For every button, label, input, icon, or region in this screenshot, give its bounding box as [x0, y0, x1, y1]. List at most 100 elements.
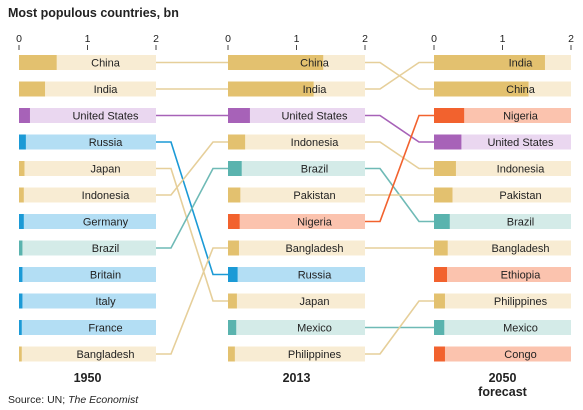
bar-track-russia	[228, 267, 365, 282]
country-label: Congo	[504, 349, 536, 361]
connector-lines	[156, 61, 434, 355]
connector-nigeria-2013-2050	[365, 114, 434, 223]
connector-japan-1950-2013	[156, 167, 228, 302]
country-label: India	[303, 84, 328, 96]
bar-united-states	[434, 134, 462, 150]
bar-philippines	[228, 346, 235, 362]
bar-track-united-states	[19, 108, 156, 123]
bar-track-brazil	[19, 240, 156, 256]
tick-label: 0	[431, 33, 437, 45]
bar-track-nigeria	[228, 214, 365, 229]
bar-bangladesh	[228, 240, 239, 256]
bar-india	[228, 81, 314, 97]
bar-track-pakistan	[434, 187, 571, 203]
country-label: India	[509, 58, 534, 70]
bar-track-philippines	[228, 346, 365, 362]
bar-nigeria	[434, 108, 465, 123]
bar-philippines	[434, 293, 445, 309]
bar-pakistan	[434, 187, 453, 203]
bar-track-india	[19, 81, 156, 97]
bar-nigeria	[228, 214, 240, 229]
country-label: Philippines	[288, 349, 342, 361]
bar-india	[434, 55, 545, 70]
country-label: Indonesia	[291, 137, 340, 149]
connector-united-states-2013-2050	[365, 114, 434, 143]
bar-indonesia	[19, 187, 24, 203]
chart-title: Most populous countries, bn	[8, 6, 179, 20]
bar-ethiopia	[434, 267, 448, 282]
bar-track-united-states	[228, 108, 365, 123]
tick-label: 1	[294, 33, 300, 45]
bar-track-indonesia	[434, 161, 571, 176]
country-label: Mexico	[503, 323, 538, 335]
bar-russia	[19, 134, 26, 150]
country-label: Bangladesh	[491, 243, 549, 255]
bar-france	[19, 320, 22, 335]
bar-pakistan	[228, 187, 241, 203]
country-label: China	[91, 58, 121, 70]
bar-china	[19, 55, 57, 70]
country-label: Brazil	[92, 243, 120, 255]
bar-indonesia	[434, 161, 456, 176]
bar-track-japan	[19, 161, 156, 176]
country-label: China	[300, 58, 330, 70]
bar-germany	[19, 214, 24, 229]
bar-track-mexico	[228, 320, 365, 335]
bar-brazil	[19, 240, 23, 256]
bar-layer	[19, 55, 571, 362]
country-label: Britain	[90, 270, 121, 282]
tick-label: 2	[362, 33, 368, 45]
country-label: United States	[487, 137, 554, 149]
bar-bangladesh	[434, 240, 448, 256]
bar-track-france	[19, 320, 156, 335]
bar-china	[434, 81, 529, 97]
year-label: 1950	[74, 371, 102, 385]
connector-indonesia-1950-2013	[156, 141, 228, 196]
bar-track-britain	[19, 267, 156, 282]
country-label: Bangladesh	[285, 243, 343, 255]
bar-track-bangladesh	[228, 240, 365, 256]
bar-congo	[434, 346, 445, 362]
tick-label: 0	[16, 33, 22, 45]
bar-bangladesh	[19, 346, 22, 362]
bar-russia	[228, 267, 238, 282]
bar-track-indonesia	[19, 187, 156, 203]
connector-bangladesh-1950-2013	[156, 247, 228, 355]
connector-philippines-2013-2050	[365, 300, 434, 355]
country-label: Japan	[300, 296, 330, 308]
country-label: Russia	[298, 270, 333, 282]
bar-mexico	[228, 320, 237, 335]
bar-track-nigeria	[434, 108, 571, 123]
tick-label: 1	[85, 33, 91, 45]
connector-brazil-1950-2013	[156, 167, 228, 249]
bar-china	[228, 55, 324, 70]
tick-label: 2	[153, 33, 159, 45]
bar-track-japan	[228, 293, 365, 309]
connector-indonesia-2013-2050	[365, 141, 434, 170]
bar-track-ethiopia	[434, 267, 571, 282]
bar-track-russia	[19, 134, 156, 150]
bar-italy	[19, 293, 23, 309]
year-label: 2013	[283, 371, 311, 385]
source-publication: The Economist	[68, 394, 139, 406]
bar-india	[19, 81, 46, 97]
country-label: Pakistan	[293, 190, 335, 202]
country-label: Indonesia	[82, 190, 131, 202]
country-label: United States	[72, 111, 139, 123]
bar-brazil	[434, 214, 450, 229]
bar-britain	[19, 267, 23, 282]
bar-track-mexico	[434, 320, 571, 335]
bar-united-states	[19, 108, 30, 123]
country-label: Nigeria	[503, 111, 539, 123]
country-label: Bangladesh	[76, 349, 134, 361]
country-label: Russia	[89, 137, 124, 149]
bar-track-bangladesh	[434, 240, 571, 256]
tick-layer: 0 1 2 0 1 2 0 1 2	[16, 33, 574, 50]
tick-label: 0	[225, 33, 231, 45]
bar-indonesia	[228, 134, 246, 150]
country-label: Japan	[91, 164, 121, 176]
year-sublabel: forecast	[478, 385, 527, 399]
country-label: France	[88, 323, 122, 335]
bar-track-pakistan	[228, 187, 365, 203]
country-label: Indonesia	[497, 164, 546, 176]
